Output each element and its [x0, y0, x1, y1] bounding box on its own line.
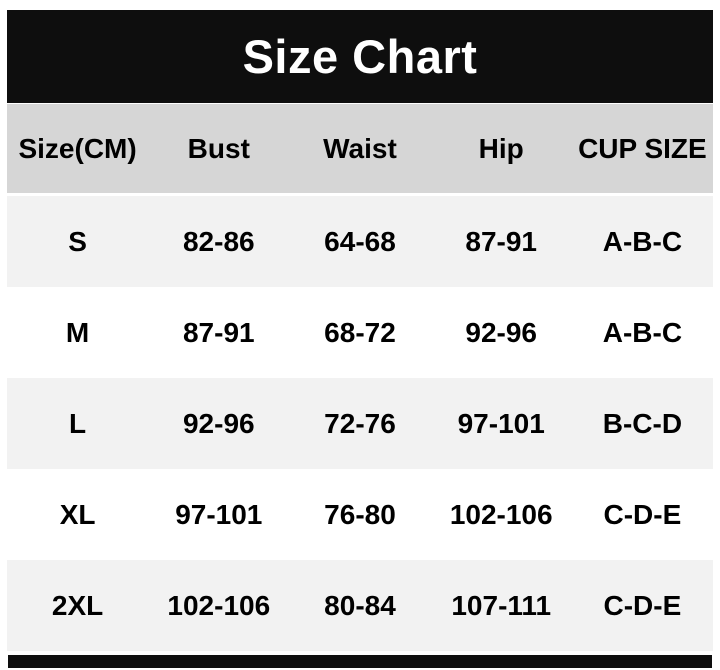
waist-cell: 80-84	[324, 589, 396, 621]
table-row-s: S 82-86 64-68 87-91 A-B-C	[7, 196, 713, 287]
cup-size-cell: A-B-C	[602, 225, 683, 257]
waist-cell: 68-72	[324, 316, 396, 348]
size-cell: XL	[59, 498, 96, 530]
size-cell: L	[69, 407, 87, 439]
size-cell: M	[65, 316, 90, 348]
hip-cell: 102-106	[449, 498, 553, 530]
cup-size-cell: A-B-C	[602, 316, 683, 348]
hip-cell: 92-96	[465, 316, 537, 348]
cup-size-cell: C-D-E	[603, 589, 682, 621]
table-row-m: M 87-91 68-72 92-96 A-B-C	[7, 287, 713, 378]
page-title: Size Chart	[242, 30, 478, 83]
table-header-row: Size(CM) Bust Waist Hip CUP SIZE	[7, 104, 713, 193]
hip-cell: 87-91	[465, 225, 537, 257]
next-section-banner-edge	[8, 655, 712, 668]
column-header-hip: Hip	[478, 132, 524, 164]
size-cell: S	[68, 225, 87, 257]
column-header-size: Size(CM)	[18, 132, 137, 164]
title-banner: Size Chart	[7, 10, 713, 103]
table-row-xl: XL 97-101 76-80 102-106 C-D-E	[7, 469, 713, 560]
column-header-waist: Waist	[323, 132, 397, 164]
column-header-bust: Bust	[187, 132, 250, 164]
size-cell: 2XL	[51, 589, 104, 621]
waist-cell: 72-76	[324, 407, 396, 439]
cup-size-cell: B-C-D	[602, 407, 683, 439]
column-header-cup-size: CUP SIZE	[578, 132, 707, 164]
bust-cell: 87-91	[182, 316, 255, 348]
waist-cell: 76-80	[324, 498, 396, 530]
hip-cell: 107-111	[451, 589, 552, 621]
waist-cell: 64-68	[324, 225, 396, 257]
cup-size-cell: C-D-E	[603, 498, 682, 530]
bust-cell: 82-86	[182, 225, 255, 257]
table-row-2xl: 2XL 102-106 80-84 107-111 C-D-E	[7, 560, 713, 651]
bust-cell: 97-101	[175, 498, 263, 530]
table-row-l: L 92-96 72-76 97-101 B-C-D	[7, 378, 713, 469]
bust-cell: 102-106	[167, 589, 271, 621]
hip-cell: 97-101	[457, 407, 545, 439]
bust-cell: 92-96	[182, 407, 255, 439]
